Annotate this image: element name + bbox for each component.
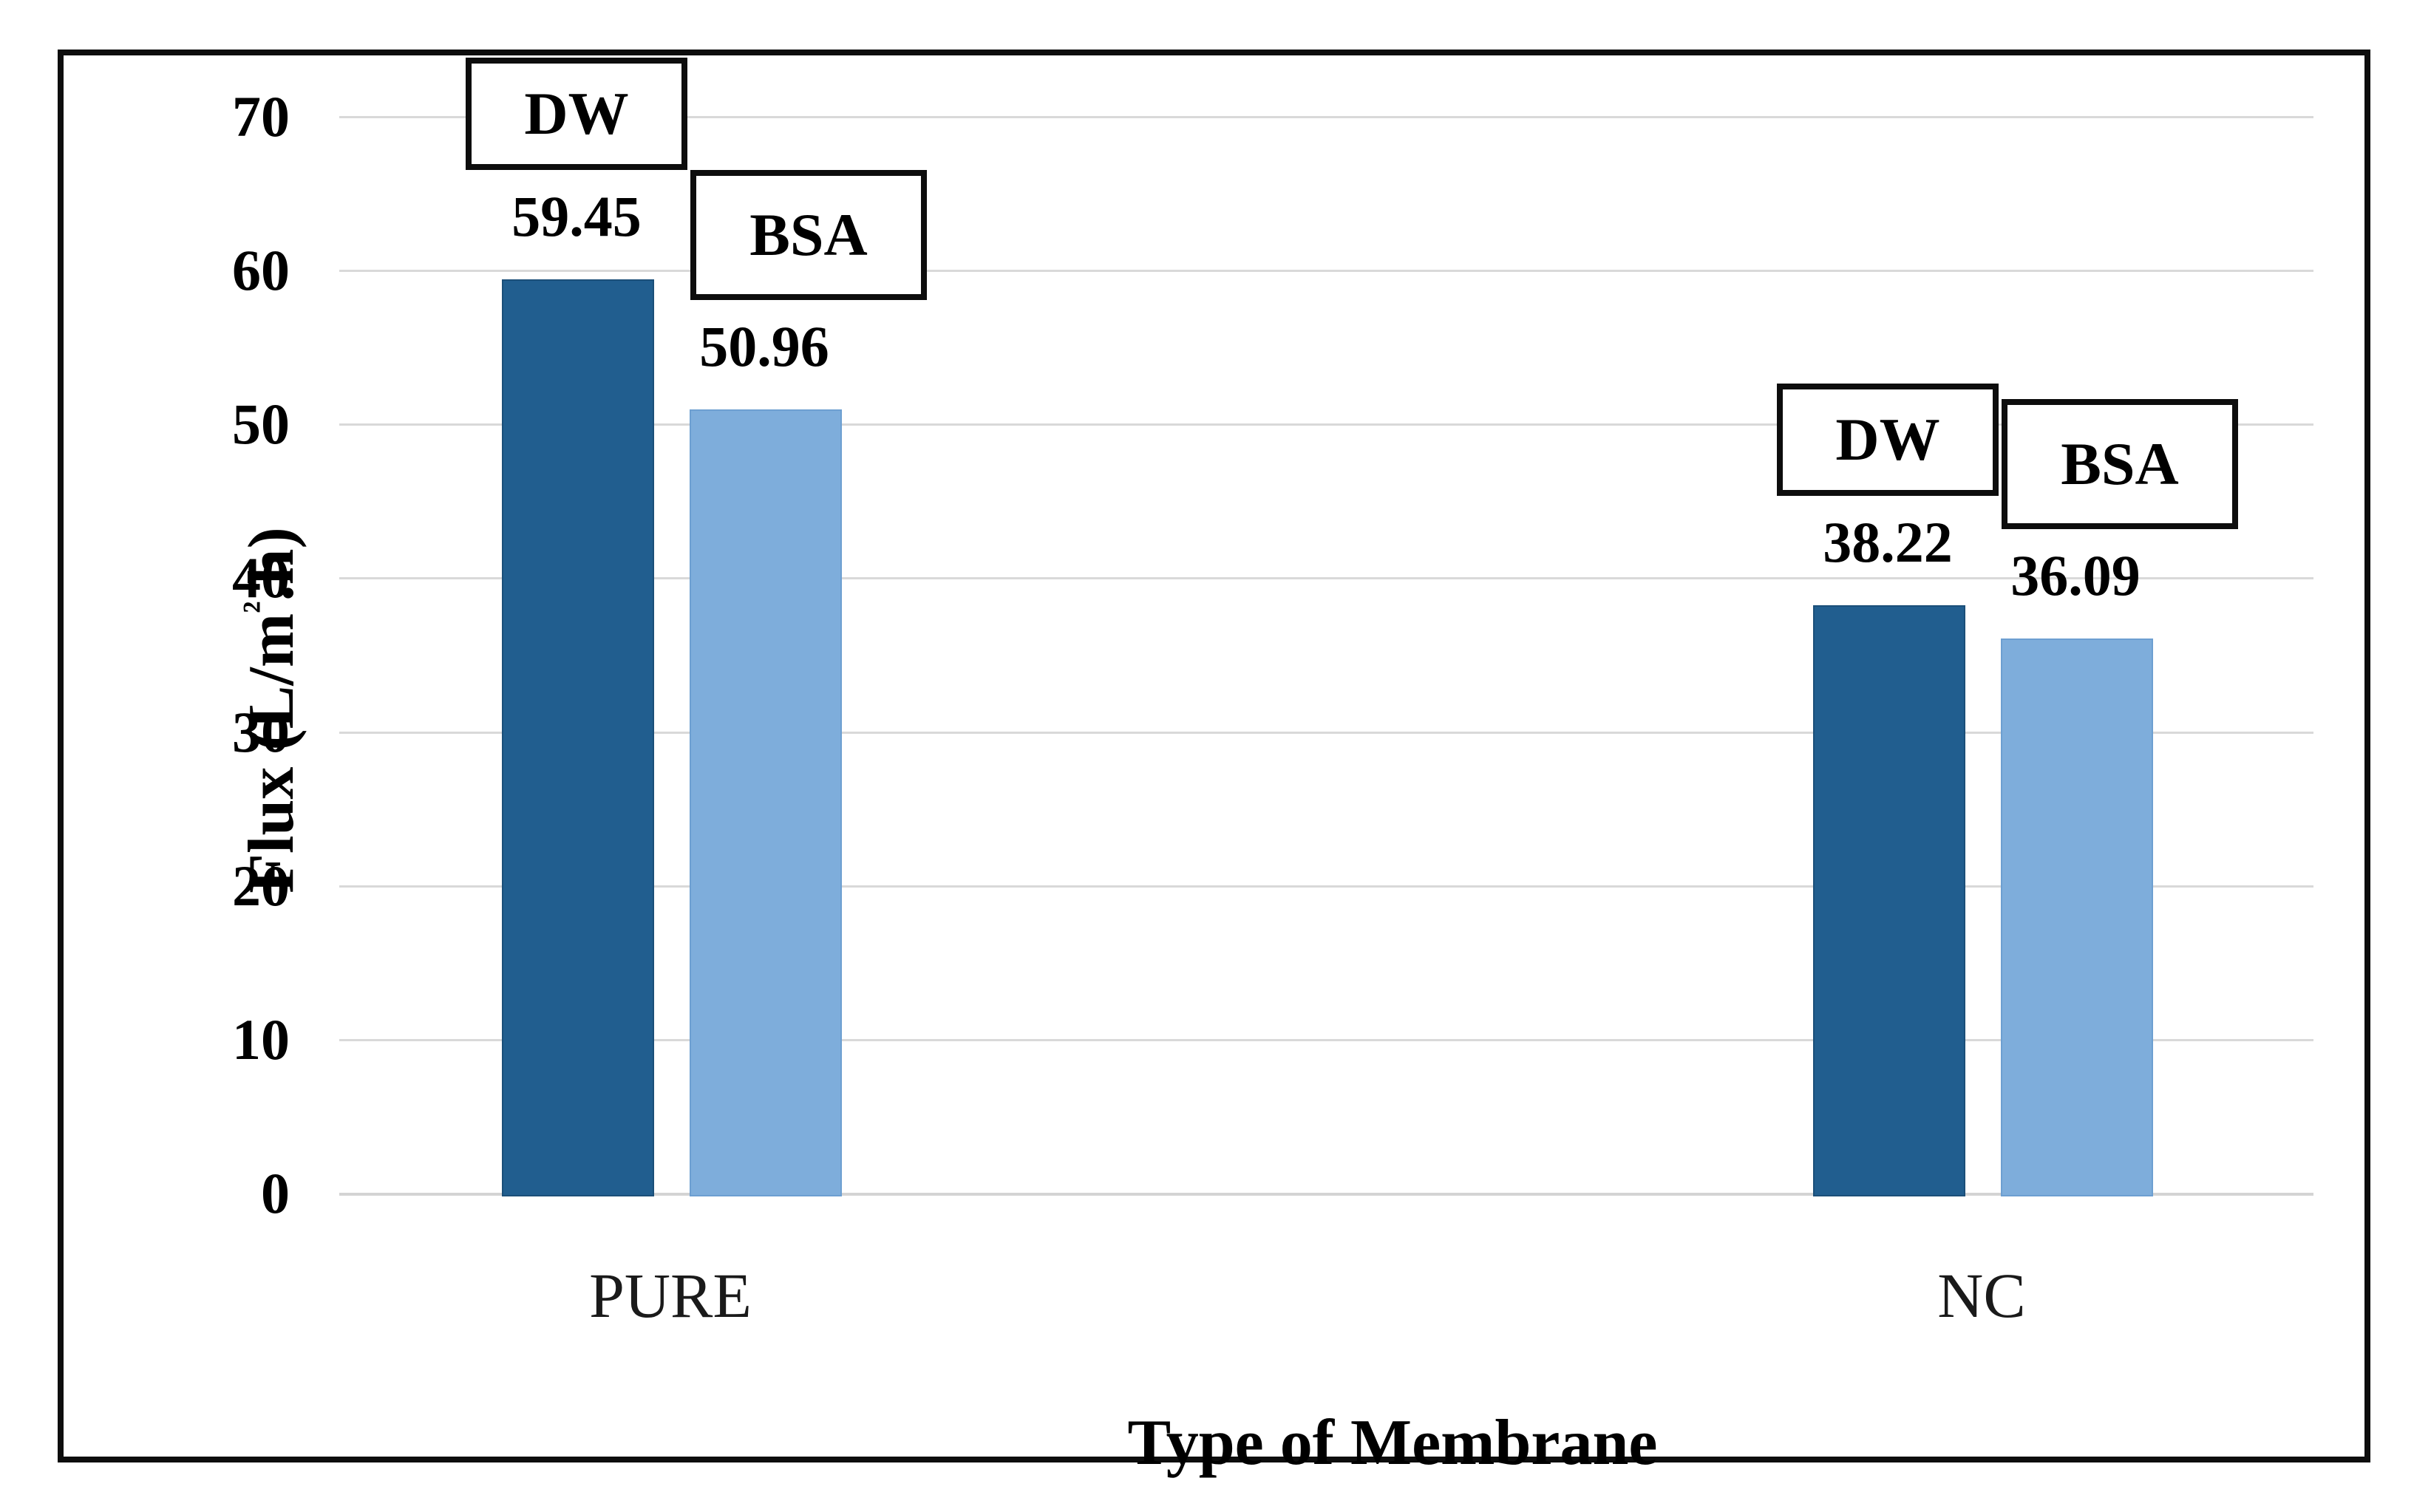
y-tick-label-20: 20 [232,853,290,918]
callout-dw-nc: DW [1777,384,1999,497]
category-label-nc: NC [1937,1260,2026,1331]
x-axis-title: Type of Membrane [1127,1407,1658,1479]
gridline-50 [339,423,2313,426]
callout-dw-pure: DW [466,57,687,170]
bar-bsa-pure [690,409,842,1196]
value-label-bsa-pure: 50.96 [699,314,829,379]
value-label-bsa-nc: 36.09 [2010,542,2141,607]
value-label-dw-pure: 59.45 [511,183,642,248]
bar-bsa-nc [2001,638,2153,1196]
bar-dw-nc [1813,605,1965,1196]
y-tick-label-50: 50 [232,392,290,457]
y-tick-label-0: 0 [261,1161,290,1225]
gridline-20 [339,885,2313,888]
gridline-70 [339,116,2313,118]
gridline-40 [339,577,2313,580]
category-label-pure: PURE [589,1260,752,1331]
gridline-10 [339,1038,2313,1041]
callout-bsa-nc: BSA [2002,398,2238,529]
chart-frame: Flux (L/m².h) Type of Membrane [58,50,2370,1479]
y-tick-label-30: 30 [232,699,290,764]
value-label-dw-nc: 38.22 [1823,510,1953,575]
y-tick-label-70: 70 [232,84,290,149]
y-tick-label-60: 60 [232,238,290,303]
gridline-60 [339,270,2313,273]
bar-dw-pure [502,279,654,1196]
y-tick-label-10: 10 [232,1007,290,1072]
y-tick-label-40: 40 [232,545,290,610]
gridline-30 [339,731,2313,734]
callout-bsa-pure: BSA [690,170,927,301]
gridline-0 [339,1193,2313,1196]
